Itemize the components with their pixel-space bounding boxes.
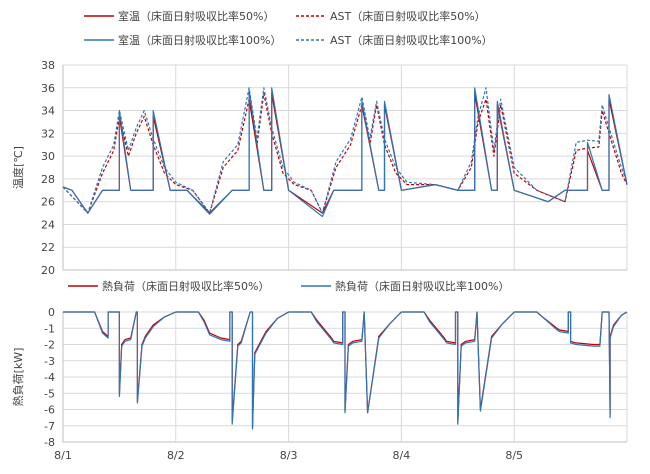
y-tick-label: 30 — [41, 150, 55, 163]
y-tick-label: 24 — [41, 218, 55, 231]
series-line — [62, 87, 628, 218]
legend-label: 熱負荷（床面日射吸収比率50%） — [102, 279, 269, 293]
legend-label: AST（床面日射吸収比率50%） — [330, 9, 486, 23]
y-tick-label: -1 — [44, 322, 55, 335]
y-tick-label: 32 — [41, 127, 55, 140]
y-tick-label: -6 — [44, 404, 55, 417]
legend-label: 室温（床面日射吸収比率50%） — [118, 9, 274, 23]
series-line — [62, 92, 628, 214]
y-tick-label: -8 — [44, 436, 55, 449]
y-tick-label: 26 — [41, 196, 55, 209]
x-tick-label: 8/1 — [54, 449, 72, 462]
y-tick-label: 36 — [41, 82, 55, 95]
y-axis-label: 温度[℃] — [11, 146, 25, 189]
y-tick-label: -2 — [44, 339, 55, 352]
x-tick-label: 8/4 — [393, 449, 411, 462]
x-tick-label: 8/3 — [280, 449, 298, 462]
legend-label: AST（床面日射吸収比率100%） — [330, 33, 493, 47]
y-tick-label: -7 — [44, 420, 55, 433]
y-tick-label: 0 — [48, 306, 55, 319]
x-tick-label: 8/5 — [505, 449, 523, 462]
y-tick-label: -4 — [44, 371, 55, 384]
y-tick-label: 20 — [41, 264, 55, 277]
temperature-chart: 20 22 24 26 28 30 32 34 36 38 温度[℃] 室温（床面日射吸収比率50%）… — [11, 9, 628, 277]
y-tick-label: -3 — [44, 355, 55, 368]
y-tick-label: 34 — [41, 105, 55, 118]
heat-load-chart: -8 -7 -6 -5 -4 -3 -2 -1 0 8/1 8/2 8/3 8/4 8/5 熱負荷[kW] 熱… — [12, 279, 628, 462]
y-tick-label: 38 — [41, 59, 55, 72]
series-line — [63, 311, 628, 430]
y-tick-label: 28 — [41, 173, 55, 186]
legend-label: 熱負荷（床面日射吸収比率100%） — [335, 279, 509, 293]
legend-label: 室温（床面日射吸収比率100%） — [118, 33, 281, 47]
y-axis-label: 熱負荷[kW] — [12, 348, 25, 407]
series-line — [62, 87, 628, 214]
x-tick-label: 8/2 — [167, 449, 185, 462]
y-tick-label: 22 — [41, 241, 55, 254]
y-tick-label: -5 — [44, 387, 55, 400]
